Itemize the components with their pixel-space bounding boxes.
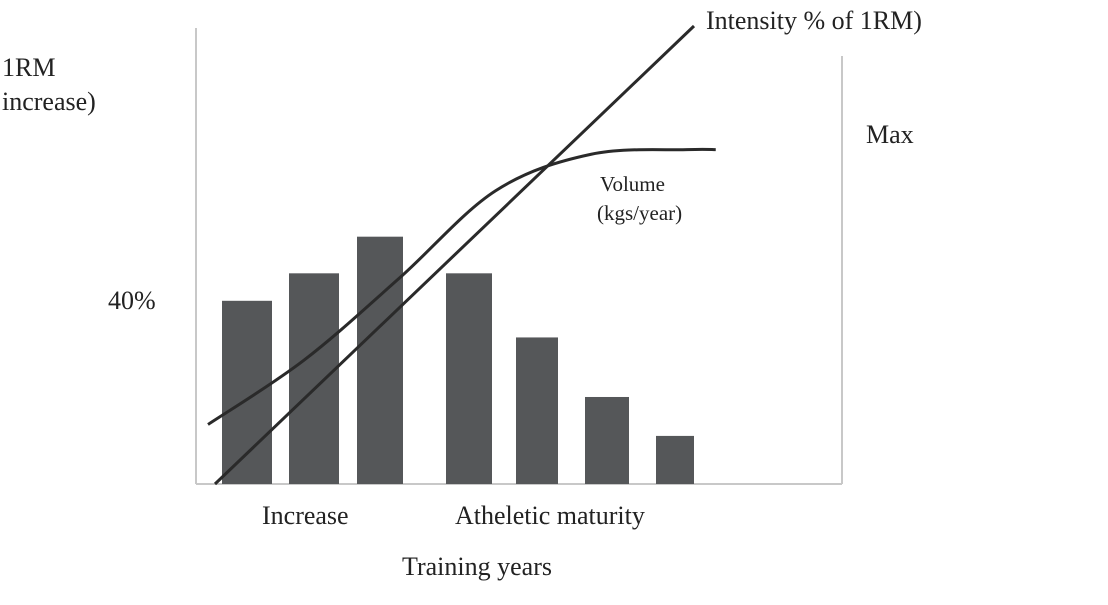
- x-group-label-athletic-maturity: Atheletic maturity: [455, 501, 645, 530]
- bar-2: [289, 273, 339, 484]
- left-axis-label-line-2: increase): [2, 87, 96, 116]
- bar-3: [357, 236, 403, 484]
- bar-5: [516, 337, 558, 484]
- bar-series: [222, 236, 694, 484]
- intensity-line: [213, 24, 696, 486]
- volume-line: [207, 147, 716, 426]
- bar-4: [446, 273, 492, 484]
- left-tick-label: 40%: [108, 286, 156, 315]
- line-series: [207, 24, 716, 486]
- volume-line-label-line-2: (kgs/year): [597, 201, 682, 225]
- x-group-label-increase: Increase: [262, 501, 349, 530]
- bar-7: [656, 435, 694, 484]
- x-axis-title: Training years: [402, 552, 552, 581]
- left-axis-label-line-1: 1RM: [2, 53, 55, 82]
- volume-line-label-line-1: Volume: [600, 172, 665, 196]
- bar-6: [585, 396, 629, 484]
- bar-1: [222, 300, 272, 484]
- intensity-line-label: Intensity % of 1RM): [706, 6, 922, 35]
- right-axis-label: Max: [866, 120, 914, 149]
